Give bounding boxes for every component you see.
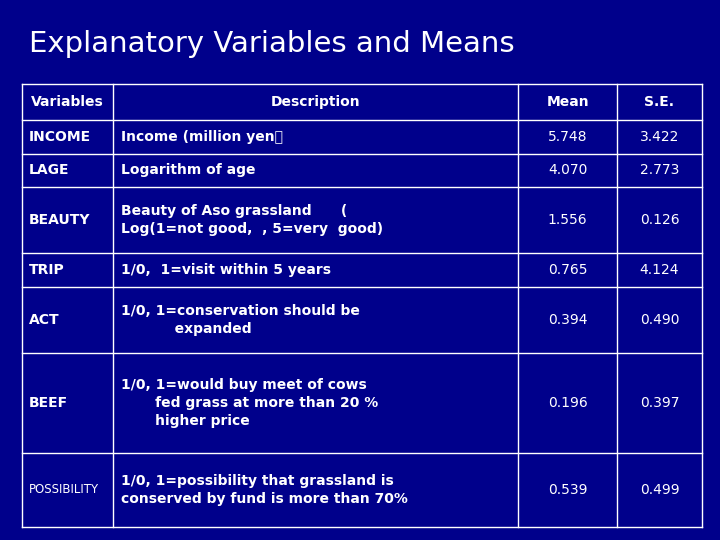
Text: 0.765: 0.765 bbox=[548, 263, 588, 277]
Text: 0.126: 0.126 bbox=[639, 213, 679, 227]
Text: 1/0,  1=visit within 5 years: 1/0, 1=visit within 5 years bbox=[121, 263, 330, 277]
Text: 0.394: 0.394 bbox=[548, 313, 588, 327]
Text: 0.397: 0.397 bbox=[640, 396, 679, 410]
Text: Beauty of Aso grassland      (
Log(1=not good,  , 5=very  good): Beauty of Aso grassland ( Log(1=not good… bbox=[121, 204, 383, 236]
Text: Mean: Mean bbox=[546, 95, 589, 109]
Text: Income (million yen）: Income (million yen） bbox=[121, 130, 283, 144]
Text: 4.070: 4.070 bbox=[548, 163, 588, 177]
Text: Explanatory Variables and Means: Explanatory Variables and Means bbox=[29, 30, 514, 58]
Text: BEAUTY: BEAUTY bbox=[29, 213, 90, 227]
Text: 0.196: 0.196 bbox=[548, 396, 588, 410]
Text: S.E.: S.E. bbox=[644, 95, 675, 109]
Text: Variables: Variables bbox=[31, 95, 104, 109]
Text: LAGE: LAGE bbox=[29, 163, 69, 177]
Text: 1/0, 1=would buy meet of cows
       fed grass at more than 20 %
       higher p: 1/0, 1=would buy meet of cows fed grass … bbox=[121, 379, 378, 428]
Text: TRIP: TRIP bbox=[29, 263, 65, 277]
Text: Description: Description bbox=[271, 95, 361, 109]
Text: 4.124: 4.124 bbox=[640, 263, 679, 277]
Text: 0.539: 0.539 bbox=[548, 483, 588, 497]
Text: 2.773: 2.773 bbox=[640, 163, 679, 177]
Text: Logarithm of age: Logarithm of age bbox=[121, 163, 255, 177]
Text: 1/0, 1=possibility that grassland is
conserved by fund is more than 70%: 1/0, 1=possibility that grassland is con… bbox=[121, 474, 408, 506]
Text: 1/0, 1=conservation should be
           expanded: 1/0, 1=conservation should be expanded bbox=[121, 304, 359, 336]
Text: INCOME: INCOME bbox=[29, 130, 91, 144]
Text: BEEF: BEEF bbox=[29, 396, 68, 410]
Text: 0.490: 0.490 bbox=[640, 313, 679, 327]
Text: POSSIBILITY: POSSIBILITY bbox=[29, 483, 99, 496]
Text: 3.422: 3.422 bbox=[640, 130, 679, 144]
Text: ACT: ACT bbox=[29, 313, 60, 327]
Text: 5.748: 5.748 bbox=[548, 130, 588, 144]
Text: 0.499: 0.499 bbox=[639, 483, 679, 497]
Text: 1.556: 1.556 bbox=[548, 213, 588, 227]
